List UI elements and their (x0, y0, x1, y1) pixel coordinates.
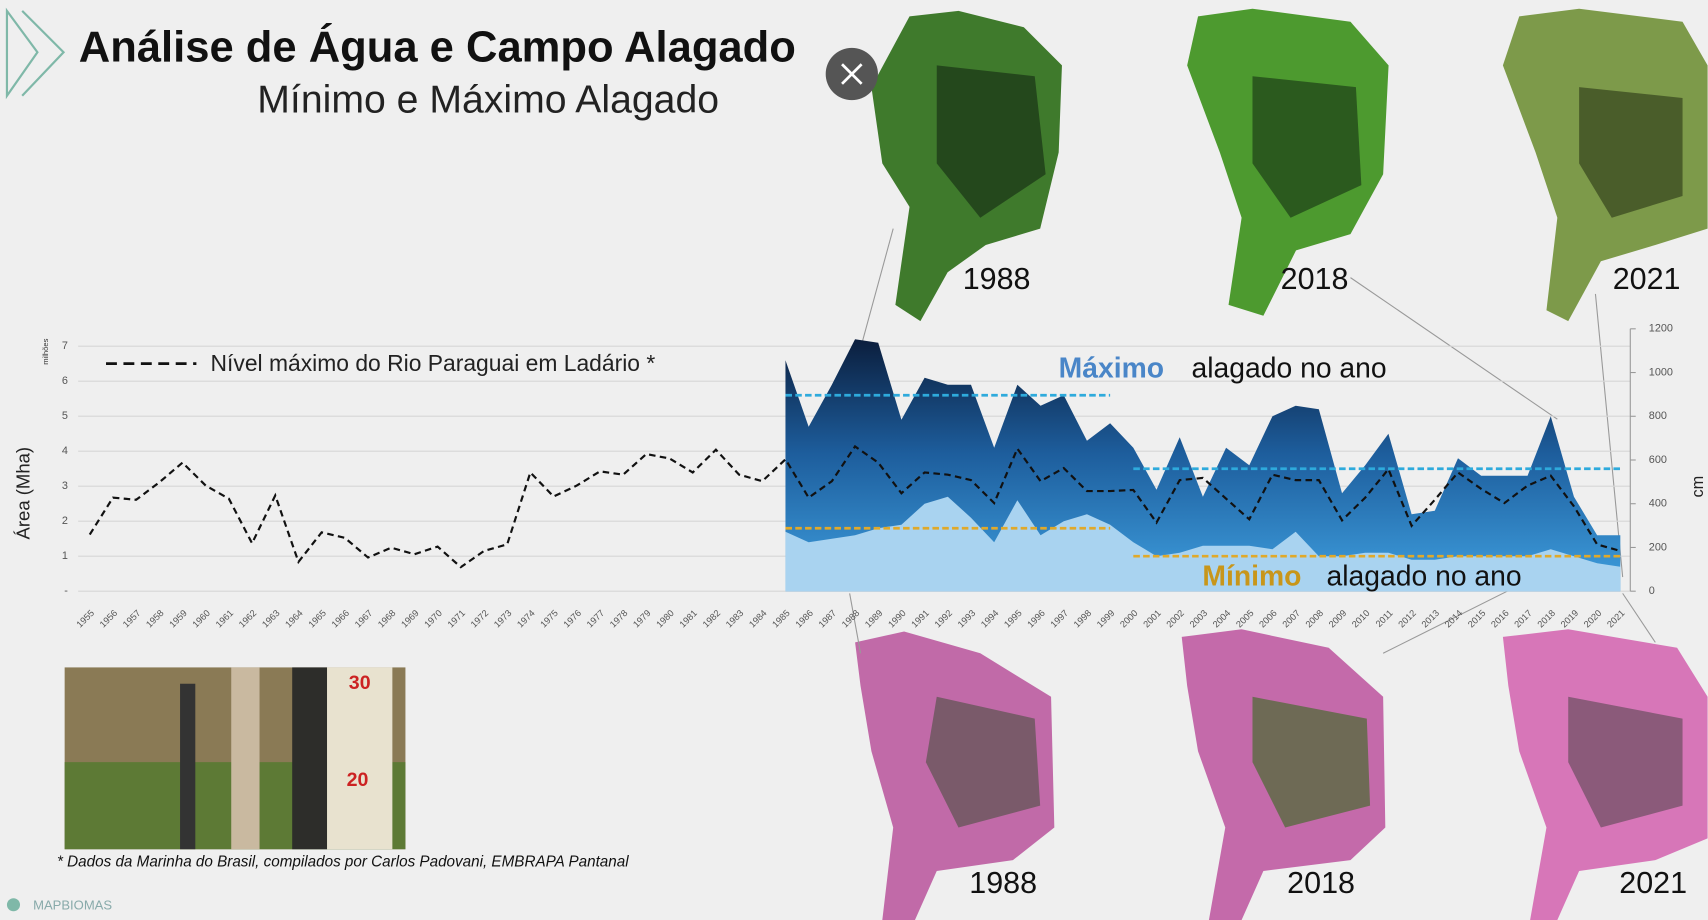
y-tick-label: 6 (62, 375, 68, 387)
svg-text:30: 30 (349, 672, 371, 694)
map-year: 2021 (1619, 866, 1687, 900)
y2-tick-label: 0 (1649, 585, 1655, 597)
y-tick-label: - (64, 585, 68, 597)
slide-title: Análise de Água e Campo Alagado (79, 22, 796, 72)
y-tick-label: 7 (62, 340, 68, 352)
map-year: 1988 (969, 866, 1037, 900)
y2-axis-title: cm (1689, 476, 1707, 498)
map-year: 2018 (1287, 866, 1355, 900)
annotation: Máximo (1059, 352, 1164, 384)
annotation: alagado no ano (1327, 560, 1522, 592)
footnote: * Dados da Marinha do Brasil, compilados… (57, 853, 629, 870)
map-year: 2021 (1613, 262, 1681, 296)
slide: Análise de Água e Campo Alagado Mínimo e… (0, 0, 1708, 920)
y-tick-label: 4 (62, 445, 68, 457)
close-button[interactable] (826, 48, 878, 100)
y2-tick-label: 200 (1649, 541, 1667, 553)
map-year: 1988 (963, 262, 1031, 296)
slide-subtitle: Mínimo e Máximo Alagado (257, 79, 719, 122)
y-tick-label: 3 (62, 480, 68, 492)
y2-tick-label: 800 (1649, 410, 1667, 422)
annotation: alagado no ano (1192, 352, 1387, 384)
y2-tick-label: 1200 (1649, 323, 1673, 335)
y-tick-label: 5 (62, 410, 68, 422)
gauge-photo: 30 20 (65, 667, 406, 849)
page: Análise de Água e Campo Alagado Mínimo e… (0, 0, 1708, 920)
logo-text: MAPBIOMAS (33, 897, 112, 912)
y-axis-title: Área (Mha) (12, 447, 33, 540)
y-tick-label: 1 (62, 550, 68, 562)
y-unit-note: milhões (41, 338, 50, 364)
annotation: Mínimo (1202, 560, 1301, 592)
y-tick-label: 2 (62, 515, 68, 527)
svg-text:20: 20 (347, 769, 369, 791)
y2-tick-label: 600 (1649, 454, 1667, 466)
legend-label: Nível máximo do Rio Paraguai em Ladário … (211, 350, 656, 376)
y2-tick-label: 400 (1649, 498, 1667, 510)
y2-tick-label: 1000 (1649, 366, 1673, 378)
map-year: 2018 (1281, 262, 1349, 296)
